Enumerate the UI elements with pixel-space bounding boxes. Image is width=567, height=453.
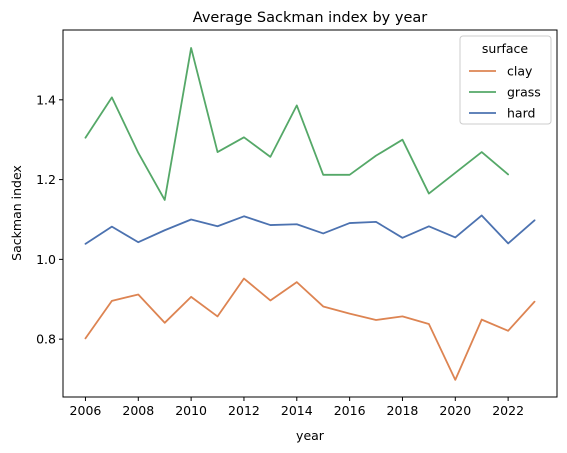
x-tick-label: 2016 <box>334 403 366 418</box>
x-tick-label: 2010 <box>175 403 207 418</box>
x-axis-ticks: 2006 2008 2010 2012 2014 2016 2018 2020 2022 <box>70 397 524 418</box>
plot-frame <box>62 29 558 398</box>
y-tick-label: 1.4 <box>36 92 56 107</box>
x-axis-label: year <box>296 428 325 443</box>
series-line-hard <box>84 214 536 245</box>
chart-title: Average Sackman index by year <box>193 10 427 26</box>
legend-label-hard: hard <box>507 106 535 121</box>
x-tick-label: 2022 <box>492 403 524 418</box>
legend-label-grass: grass <box>507 85 541 100</box>
legend-box <box>459 35 552 125</box>
x-tick-label: 2008 <box>122 403 154 418</box>
legend-entries: clay grass hard <box>469 64 541 121</box>
series-line-clay <box>84 277 536 381</box>
x-tick-label: 2014 <box>281 403 313 418</box>
legend-title: surface <box>482 41 529 56</box>
x-tick-label: 2006 <box>70 403 102 418</box>
legend: surface clay grass hard <box>459 35 552 125</box>
y-axis-ticks: 0.8 1.0 1.2 1.4 <box>36 92 63 347</box>
series-line-grass <box>84 47 510 201</box>
x-tick-label: 2020 <box>439 403 471 418</box>
y-tick-label: 1.2 <box>36 172 56 187</box>
y-axis-label: Sackman index <box>9 165 24 261</box>
x-tick-label: 2012 <box>228 403 260 418</box>
x-tick-label: 2018 <box>387 403 419 418</box>
y-tick-label: 1.0 <box>36 252 56 267</box>
legend-label-clay: clay <box>507 64 533 79</box>
y-tick-label: 0.8 <box>36 332 56 347</box>
series-layer <box>84 47 536 381</box>
